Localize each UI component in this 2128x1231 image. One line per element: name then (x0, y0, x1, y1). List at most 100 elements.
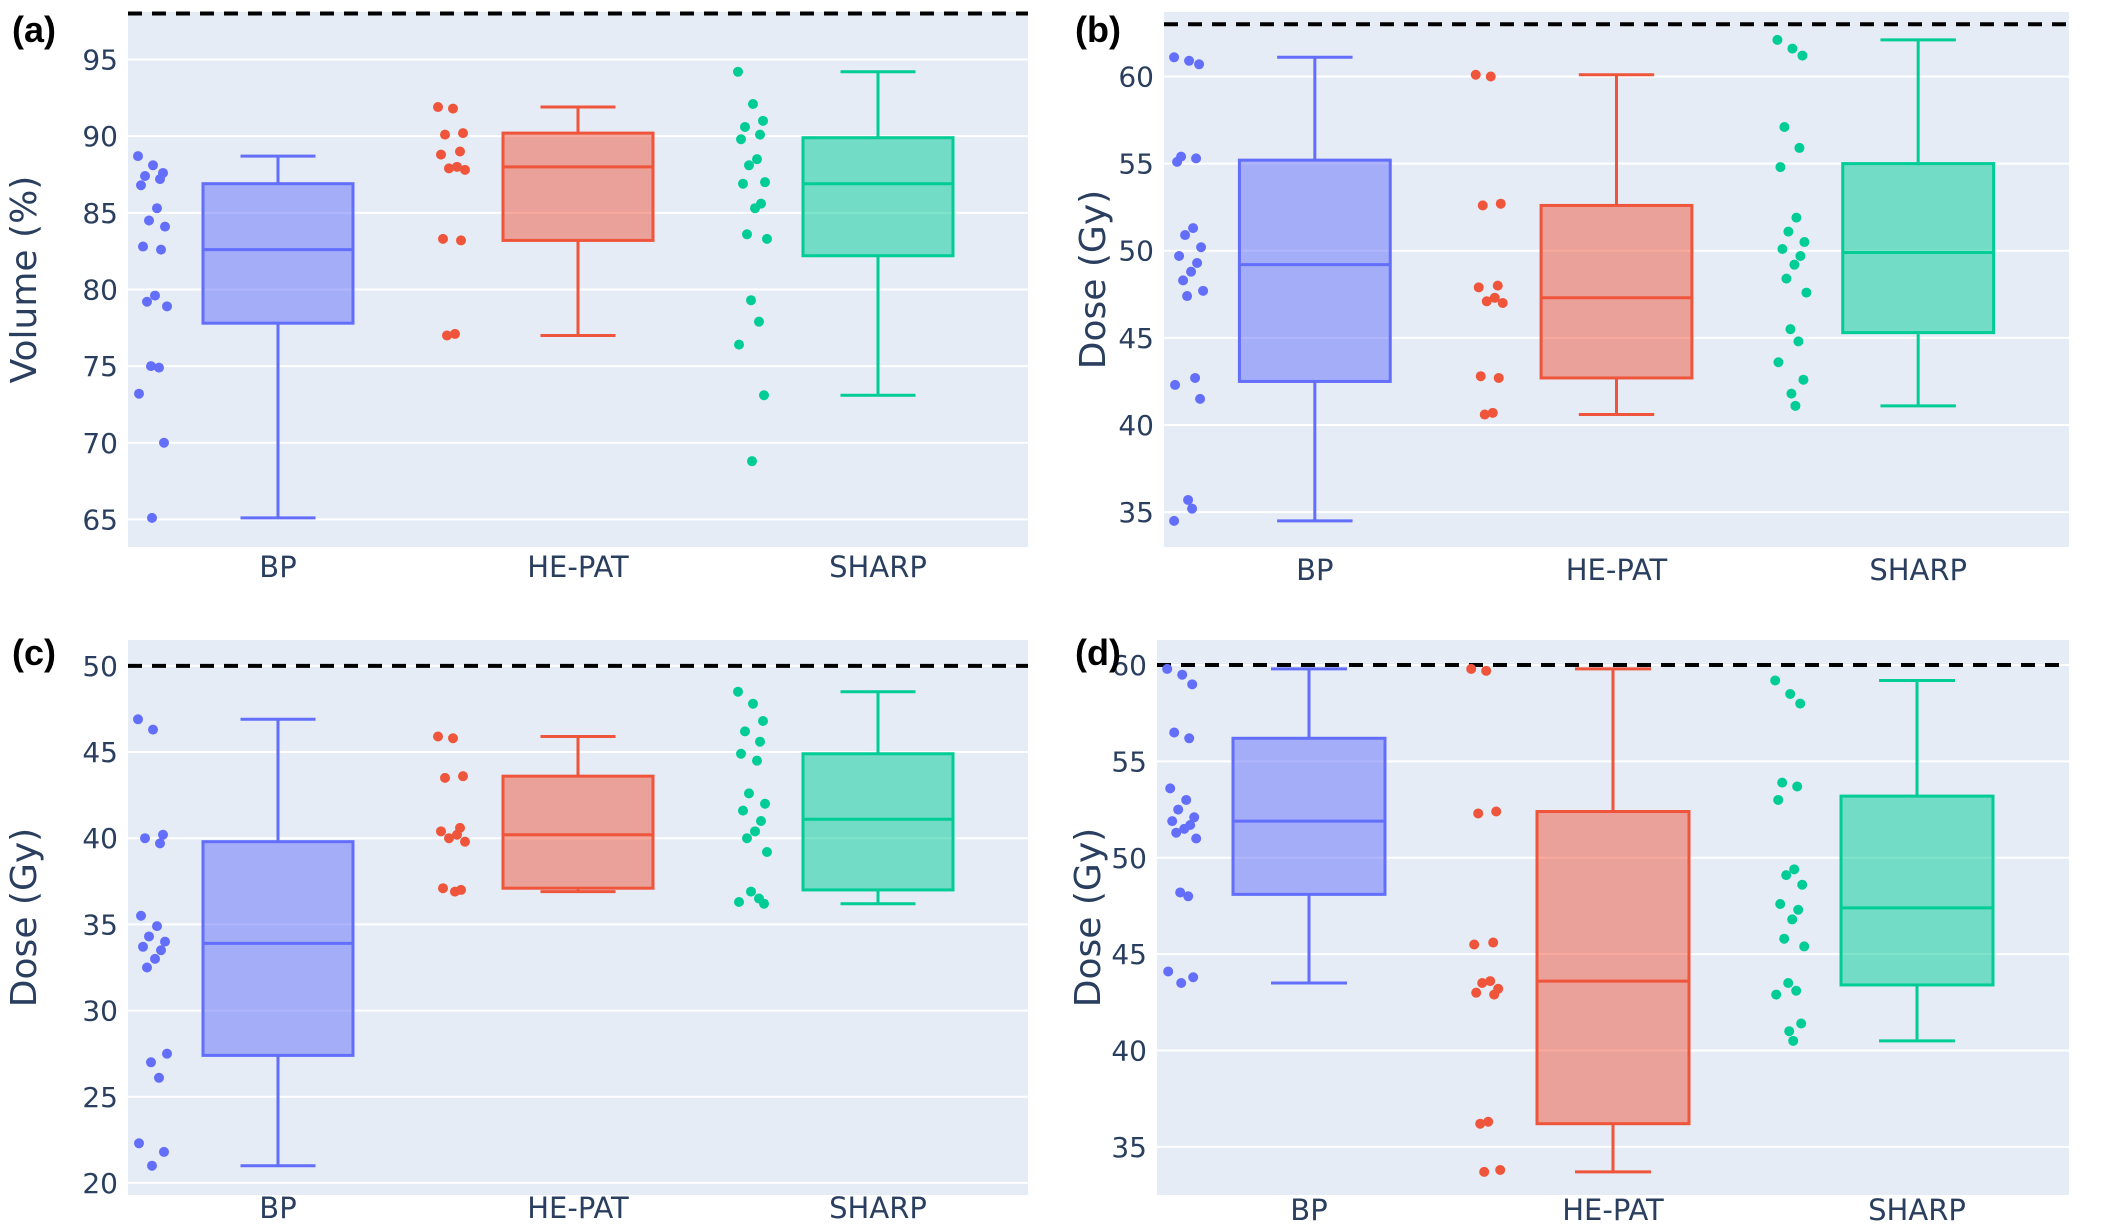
data-point (1787, 43, 1798, 54)
data-point (755, 736, 765, 747)
data-point (760, 177, 770, 188)
data-point (450, 886, 460, 897)
data-point (146, 361, 156, 372)
data-point (133, 151, 143, 162)
data-point (1487, 407, 1498, 418)
data-point (734, 339, 744, 350)
data-point (133, 714, 143, 725)
data-point (1493, 372, 1504, 383)
y-tick-label: 20 (82, 1167, 118, 1200)
data-point (1497, 298, 1508, 309)
y-tick-label: 85 (82, 197, 118, 230)
data-point (147, 1160, 157, 1171)
data-point (442, 330, 452, 341)
data-point (1495, 1164, 1506, 1175)
box-sharp (733, 66, 955, 467)
data-point (458, 128, 468, 139)
data-point (1792, 781, 1803, 792)
x-tick-label: BP (1290, 1193, 1327, 1227)
data-point (1177, 669, 1188, 680)
data-point (134, 388, 144, 399)
data-point (444, 833, 454, 844)
iqr-box (1839, 794, 1995, 987)
data-point (1470, 69, 1481, 80)
data-point (1173, 804, 1184, 815)
data-point (1785, 688, 1796, 699)
y-tick-label: 35 (1118, 496, 1154, 529)
data-point (746, 295, 756, 306)
data-point (742, 229, 752, 240)
y-axis-title: Dose (Gy) (4, 828, 45, 1007)
data-point (1184, 733, 1195, 744)
y-tick-label: 70 (82, 427, 118, 460)
y-axis-title: Dose (Gy) (1068, 828, 1109, 1007)
x-tick-label: HE-PAT (1566, 553, 1668, 587)
data-point (1178, 275, 1189, 286)
y-tick-label: 60 (1118, 60, 1154, 93)
data-point (455, 146, 465, 157)
data-point (1179, 823, 1190, 834)
data-point (1789, 259, 1800, 270)
data-point (1489, 292, 1500, 303)
y-tick-label: 30 (82, 995, 118, 1028)
data-point (758, 115, 768, 126)
y-tick-label: 45 (1118, 322, 1154, 355)
box-sharp (733, 686, 955, 909)
data-point (1791, 985, 1802, 996)
iqr-box (801, 136, 955, 258)
y-tick-label: 95 (82, 44, 118, 77)
iqr-box (801, 752, 955, 892)
data-point (150, 953, 160, 964)
data-point (750, 826, 760, 837)
data-point (754, 316, 764, 327)
data-point (1170, 379, 1181, 390)
data-point (155, 838, 165, 849)
data-point (1784, 1026, 1795, 1037)
data-point (1771, 989, 1782, 1000)
data-point (158, 829, 168, 840)
data-point (1194, 59, 1205, 70)
data-point (1196, 242, 1207, 253)
data-point (450, 328, 460, 339)
data-point (460, 164, 470, 175)
box-bp (133, 714, 355, 1171)
data-point (140, 171, 150, 182)
x-tick-label: BP (259, 550, 296, 584)
data-point (1187, 503, 1198, 514)
data-point (1785, 324, 1796, 335)
data-point (748, 98, 758, 109)
data-point (1779, 122, 1790, 133)
data-point (1172, 156, 1183, 167)
data-point (436, 149, 446, 160)
data-point (1797, 50, 1808, 61)
data-point (448, 103, 458, 114)
data-point (1198, 285, 1209, 296)
data-point (758, 716, 768, 727)
x-tick-label: HE-PAT (527, 550, 629, 584)
data-point (1798, 374, 1809, 385)
data-point (750, 203, 760, 214)
data-point (162, 1048, 172, 1059)
data-point (1795, 250, 1806, 261)
data-point (736, 748, 746, 759)
y-tick-label: 40 (1111, 1034, 1147, 1067)
box-sharp (1770, 675, 1995, 1046)
data-point (1169, 727, 1180, 738)
data-point (759, 390, 769, 401)
data-point (1190, 372, 1201, 383)
data-point (1188, 972, 1199, 983)
data-point (148, 724, 158, 735)
data-point (1772, 34, 1783, 45)
data-point (1489, 989, 1500, 1000)
data-point (1471, 987, 1482, 998)
x-tick-label: SHARP (829, 1191, 927, 1225)
iqr-box (201, 840, 355, 1057)
data-point (1481, 665, 1492, 676)
data-point (1183, 494, 1194, 505)
data-point (1477, 200, 1488, 211)
box-bp (133, 151, 355, 523)
x-tick-label: HE-PAT (1562, 1193, 1664, 1227)
data-point (1787, 914, 1798, 925)
data-point (156, 244, 166, 255)
